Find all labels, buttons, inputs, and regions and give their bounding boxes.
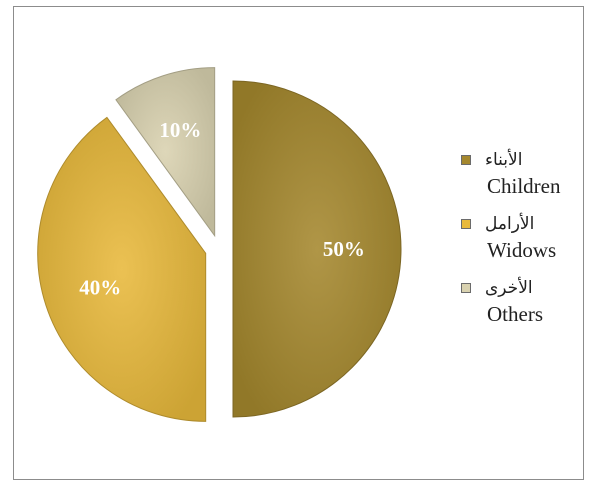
- legend-item-others: الأخرى Others: [461, 275, 586, 327]
- legend-label-ar-children: الأبناء: [485, 150, 522, 170]
- legend-item-children: الأبناء Children: [461, 147, 586, 199]
- legend: الأبناء Children الأرامل Widows الأخرى O…: [461, 147, 586, 339]
- slice-label-others: 10%: [159, 118, 201, 142]
- pie-slice-children: [233, 81, 401, 417]
- legend-swatch-widows: [461, 219, 471, 229]
- legend-item-widows: الأرامل Widows: [461, 211, 586, 263]
- slice-label-widows: 40%: [79, 276, 121, 300]
- legend-label-ar-widows: الأرامل: [485, 214, 534, 234]
- legend-label-en-others: Others: [487, 301, 586, 327]
- legend-label-en-children: Children: [487, 173, 586, 199]
- legend-label-en-widows: Widows: [487, 237, 586, 263]
- legend-swatch-others: [461, 283, 471, 293]
- slice-label-children: 50%: [323, 237, 365, 261]
- legend-swatch-children: [461, 155, 471, 165]
- chart-frame: 50% 40% 10% الأبناء Children الأرامل Wid…: [13, 6, 584, 480]
- pie-chart: 50% 40% 10%: [14, 7, 444, 479]
- legend-label-ar-others: الأخرى: [485, 278, 533, 298]
